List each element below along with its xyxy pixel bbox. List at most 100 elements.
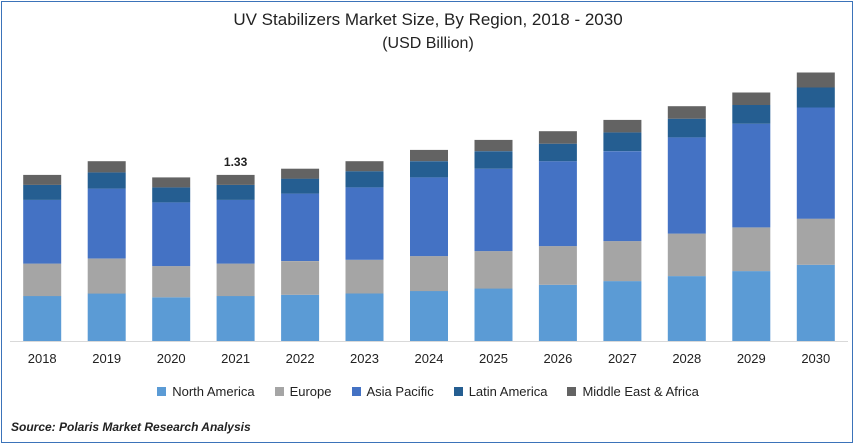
chart-subtitle: (USD Billion) [382,35,474,52]
bar-segment-europe-2020 [152,266,191,298]
bar-segment-north-america-2024 [410,291,448,341]
bar-segment-europe-2018 [23,263,62,297]
legend-label: Middle East & Africa [582,384,699,399]
bar-segment-europe-2028 [667,233,706,277]
bar-segment-latin-america-2027 [603,132,642,152]
bar-segment-north-america-2021 [216,296,255,341]
bar-segment-europe-2024 [410,256,448,292]
bar-segment-asia-pacific-2027 [603,151,642,242]
bar-segment-asia-pacific-2029 [732,123,771,228]
bar-segment-latin-america-2026 [538,143,577,162]
bar-segment-middle-east-africa-2019 [87,161,126,173]
bar-segment-north-america-2019 [87,293,126,341]
legend-swatch [157,387,167,396]
bar-segment-north-america-2018 [23,296,62,341]
bar-segment-latin-america-2030 [796,87,835,108]
bar-segment-asia-pacific-2021 [216,199,255,264]
bar-segment-north-america-2020 [152,297,191,341]
bar-segment-latin-america-2023 [345,171,384,188]
bar-segment-north-america-2023 [345,293,384,341]
bar-segment-north-america-2027 [603,281,642,341]
source-note: Source: Polaris Market Research Analysis [11,420,251,434]
data-label: 1.33 [224,155,248,169]
bar-segment-north-america-2028 [667,276,706,341]
bar-segment-latin-america-2028 [667,118,706,138]
bar-segment-europe-2030 [796,218,835,265]
legend: North America Europe Asia Pacific Latin … [0,384,856,399]
x-tick-label: 2023 [350,351,379,366]
bar-segment-middle-east-africa-2018 [23,174,62,185]
legend-swatch [453,387,463,396]
bar-segment-latin-america-2019 [87,172,126,189]
x-tick-label: 2020 [157,351,186,366]
x-tick-label: 2027 [608,351,637,366]
bar-segment-europe-2022 [281,261,320,295]
x-tick-label: 2026 [543,351,572,366]
bar-segment-middle-east-africa-2026 [538,131,577,144]
legend-item-asia-pacific: Asia Pacific [351,384,434,399]
legend-label: Latin America [468,384,548,399]
bar-segment-middle-east-africa-2022 [281,168,320,179]
bar-segment-middle-east-africa-2024 [410,149,448,162]
bar-segment-europe-2023 [345,259,384,294]
x-tick-label: 2019 [92,351,121,366]
bar-segment-middle-east-africa-2021 [216,174,255,185]
bar-segment-middle-east-africa-2020 [152,177,191,188]
bar-segment-europe-2029 [732,227,771,272]
bar-segment-latin-america-2025 [474,151,513,169]
bar-segment-asia-pacific-2023 [345,187,384,260]
x-tick-label: 2022 [286,351,315,366]
legend-swatch [351,387,361,396]
bar-segment-north-america-2022 [281,294,320,341]
bar-segment-latin-america-2024 [410,161,448,178]
bar-segment-middle-east-africa-2023 [345,161,384,172]
bar-segment-asia-pacific-2030 [796,107,835,219]
bar-segment-asia-pacific-2024 [410,177,448,257]
bar-segment-europe-2025 [474,251,513,289]
bar-segment-north-america-2025 [474,288,513,341]
bar-segment-asia-pacific-2018 [23,199,62,264]
legend-swatch [567,387,577,396]
legend-item-north-america: North America [157,384,255,399]
legend-item-europe: Europe [274,384,332,399]
x-tick-label: 2018 [28,351,57,366]
bar-segment-asia-pacific-2020 [152,202,191,267]
bar-segment-latin-america-2022 [281,178,320,194]
legend-swatch [274,387,284,396]
bar-segment-asia-pacific-2025 [474,168,513,252]
x-tick-label: 2024 [415,351,444,366]
legend-item-latin-america: Latin America [453,384,548,399]
bar-segment-middle-east-africa-2028 [667,106,706,119]
bar-segment-europe-2019 [87,258,126,294]
bar-segment-middle-east-africa-2029 [732,92,771,105]
legend-label: North America [172,384,255,399]
bar-segment-asia-pacific-2028 [667,137,706,234]
bar-segment-north-america-2029 [732,271,771,341]
x-tick-label: 2021 [221,351,250,366]
bar-segment-europe-2026 [538,246,577,285]
bar-segment-north-america-2026 [538,284,577,341]
bar-segment-latin-america-2021 [216,184,255,200]
bar-segment-asia-pacific-2019 [87,188,126,259]
bar-segment-latin-america-2020 [152,187,191,203]
x-tick-label: 2030 [801,351,830,366]
x-tick-label: 2028 [672,351,701,366]
legend-item-middle-east-africa: Middle East & Africa [567,384,699,399]
legend-label: Europe [289,384,332,399]
bar-segment-asia-pacific-2022 [281,193,320,261]
bar-segment-north-america-2030 [796,264,835,341]
chart-title: UV Stabilizers Market Size, By Region, 2… [233,10,623,29]
bar-segment-latin-america-2018 [23,184,62,200]
bar-segment-europe-2027 [603,241,642,282]
x-tick-label: 2029 [737,351,766,366]
bar-segment-latin-america-2029 [732,105,771,124]
bar-segment-middle-east-africa-2027 [603,119,642,133]
bar-segment-asia-pacific-2026 [538,161,577,247]
legend-label: Asia Pacific [366,384,434,399]
bar-segment-middle-east-africa-2025 [474,139,513,152]
bar-segment-middle-east-africa-2030 [796,72,835,88]
bar-segment-europe-2021 [216,263,255,297]
x-tick-label: 2025 [479,351,508,366]
